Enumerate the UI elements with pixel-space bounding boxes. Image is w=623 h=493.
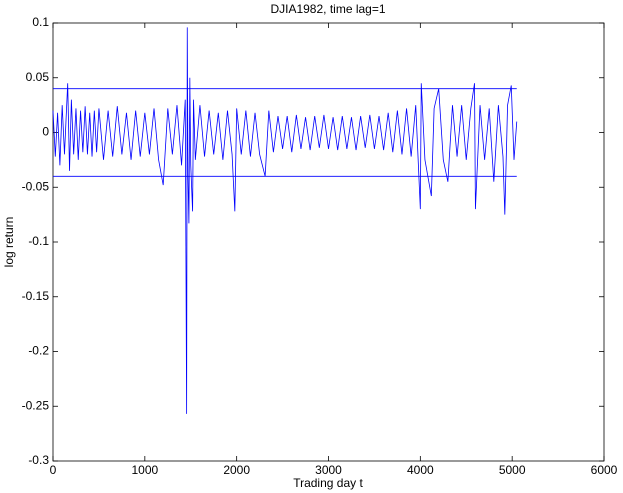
y-tick-label: -0.1	[28, 234, 49, 248]
y-tick-label: -0.05	[22, 179, 50, 193]
y-tick-label: -0.15	[22, 289, 50, 303]
y-axis-label: log return	[2, 217, 16, 268]
x-tick-label: 6000	[591, 463, 618, 477]
x-axis-label: Trading day t	[293, 476, 363, 490]
y-tick-label: -0.2	[28, 344, 49, 358]
x-tick-label: 3000	[315, 463, 342, 477]
data-line	[52, 27, 518, 414]
x-tick-label: 4000	[407, 463, 434, 477]
x-tick-label: 0	[50, 463, 57, 477]
y-tick-label: -0.25	[22, 398, 50, 412]
y-tick-label: 0.1	[32, 15, 49, 29]
chart-title: DJIA1982, time lag=1	[270, 2, 385, 16]
y-tick-label: 0.05	[26, 70, 50, 84]
y-tick-label: 0	[42, 125, 49, 139]
x-tick-label: 2000	[223, 463, 250, 477]
x-tick-label: 5000	[499, 463, 526, 477]
x-tick-label: 1000	[131, 463, 158, 477]
y-tick-label: -0.3	[28, 453, 49, 467]
